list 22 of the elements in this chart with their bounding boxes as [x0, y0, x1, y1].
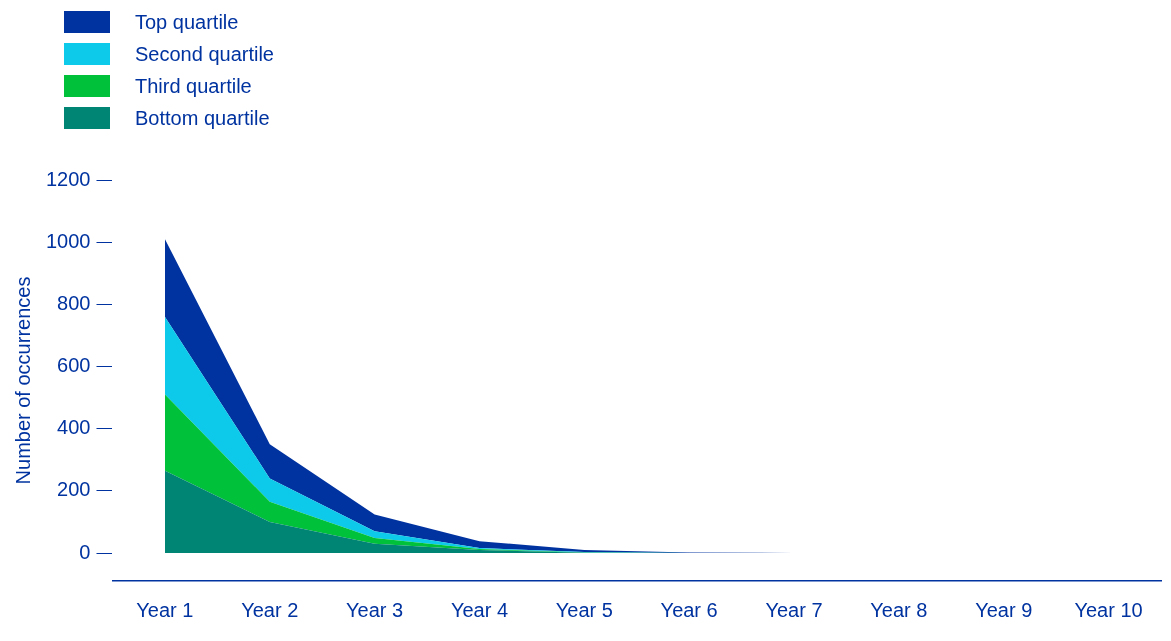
- x-tick-label: Year 7: [765, 598, 823, 621]
- legend-label: Third quartile: [135, 74, 252, 98]
- x-tick-label: Year 1: [136, 598, 194, 621]
- y-tick-label: 0: [79, 540, 91, 563]
- y-tick-label: 600: [57, 354, 91, 377]
- x-tick-label: Year 3: [346, 598, 404, 621]
- y-axis-title: Number of occurrences: [11, 276, 34, 485]
- x-tick-label: Year 5: [555, 598, 613, 621]
- legend-label: Bottom quartile: [135, 106, 270, 130]
- x-tick-label: Year 4: [450, 598, 509, 621]
- x-tick-label: Year 2: [241, 598, 299, 621]
- y-tick-label: 1000: [45, 229, 91, 252]
- y-tick-label: 800: [57, 291, 91, 314]
- y-tick-label: 200: [57, 478, 91, 501]
- legend-label: Second quartile: [135, 42, 274, 66]
- x-tick-label: Year 9: [975, 598, 1033, 621]
- y-tick-label: 1200: [45, 167, 91, 190]
- x-tick-label: Year 10: [1074, 598, 1143, 621]
- x-tick-label: Year 6: [660, 598, 718, 621]
- y-tick-label: 400: [57, 416, 91, 439]
- x-tick-label: Year 8: [870, 598, 928, 621]
- legend-label: Top quartile: [135, 10, 239, 34]
